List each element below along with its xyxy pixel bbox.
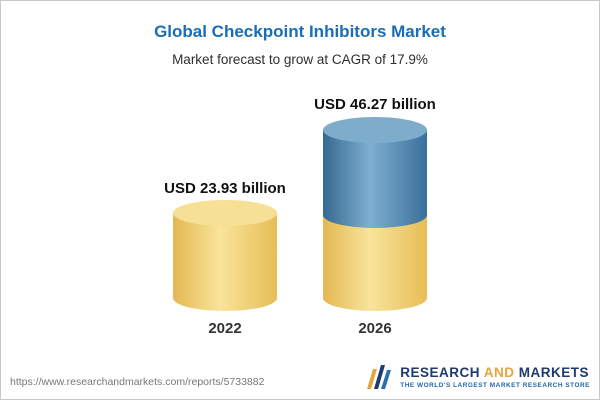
research-and-markets-logo: RESEARCH AND MARKETS THE WORLD'S LARGEST… — [364, 362, 590, 392]
logo-mark-icon — [367, 365, 392, 389]
cylinder-bar-chart: USD 23.93 billion USD 46.27 billion 2022… — [164, 96, 436, 337]
bar-2026-cylinder — [323, 117, 427, 311]
logo-tagline: THE WORLD'S LARGEST MARKET RESEARCH STOR… — [400, 382, 590, 389]
bar-2022-cylinder — [173, 200, 277, 311]
x-label-2026: 2026 — [358, 320, 391, 337]
chart-subtitle: Market forecast to grow at CAGR of 17.9% — [172, 52, 428, 67]
chart-title: Global Checkpoint Inhibitors Market — [154, 22, 446, 41]
x-label-2022: 2022 — [208, 320, 241, 337]
bar-2026-blue-segment — [323, 130, 427, 228]
bar-2026-gold-segment — [323, 215, 427, 311]
logo-word-markets: MARKETS — [518, 365, 590, 380]
logo-wordmark: RESEARCH AND MARKETS — [400, 365, 589, 380]
logo-word-research: RESEARCH — [400, 365, 480, 380]
value-label-2026: USD 46.27 billion — [314, 96, 436, 113]
logo-word-and: AND — [483, 365, 515, 380]
value-label-2022: USD 23.93 billion — [164, 180, 286, 197]
source-url[interactable]: https://www.researchandmarkets.com/repor… — [10, 376, 265, 388]
logo-text: RESEARCH AND MARKETS THE WORLD'S LARGEST… — [400, 365, 590, 389]
